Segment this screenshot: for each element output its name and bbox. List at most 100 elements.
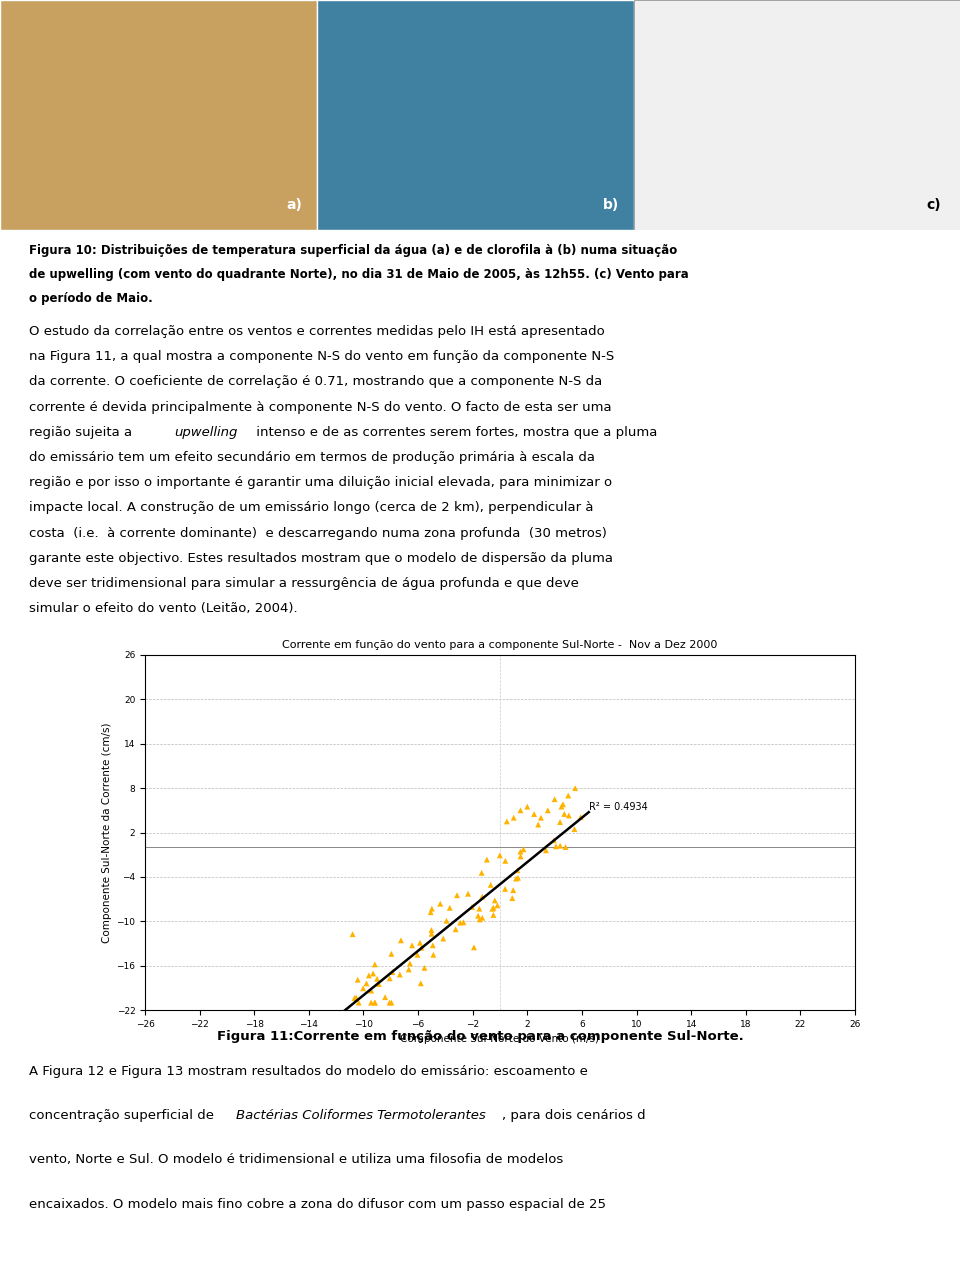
- Point: [497, 850, 513, 871]
- Point: [372, 974, 387, 994]
- Point: [511, 868, 526, 889]
- Point: [452, 912, 468, 932]
- Point: [513, 800, 528, 820]
- Point: [509, 868, 524, 889]
- Point: [413, 932, 428, 953]
- Point: [385, 962, 400, 983]
- X-axis label: Componente Sul-Norte do Vento (m/s): Componente Sul-Norte do Vento (m/s): [400, 1034, 599, 1044]
- Point: [433, 894, 448, 914]
- Point: [442, 898, 457, 918]
- Point: [561, 786, 576, 806]
- Point: [513, 846, 528, 867]
- Point: [448, 919, 464, 940]
- Point: [345, 923, 360, 944]
- Text: Bactérias Coliformes Termotolerantes: Bactérias Coliformes Termotolerantes: [236, 1110, 486, 1123]
- Text: intenso e de as correntes serem fortes, mostra que a pluma: intenso e de as correntes serem fortes, …: [252, 426, 657, 439]
- Point: [506, 808, 521, 828]
- Point: [368, 993, 383, 1013]
- Point: [558, 837, 573, 858]
- Point: [355, 979, 371, 999]
- Text: Figura 11:Corrente em função do vento para a componente Sul-Norte.: Figura 11:Corrente em função do vento pa…: [217, 1030, 743, 1043]
- Point: [439, 910, 454, 931]
- Point: [410, 944, 425, 964]
- Point: [555, 793, 570, 814]
- Point: [485, 899, 500, 919]
- Point: [531, 814, 546, 835]
- Point: [519, 796, 535, 817]
- Point: [351, 993, 367, 1013]
- Point: [486, 904, 501, 925]
- Point: [470, 905, 486, 926]
- Text: vento, Norte e Sul. O modelo é tridimensional e utiliza uma filosofia de modelos: vento, Norte e Sul. O modelo é tridimens…: [29, 1154, 564, 1166]
- Text: A Figura 12 e Figura 13 mostram resultados do modelo do emissário: escoamento e: A Figura 12 e Figura 13 mostram resultad…: [29, 1065, 588, 1078]
- Point: [392, 964, 407, 985]
- Point: [506, 880, 521, 900]
- Text: do emissário tem um efeito secundário em termos de produção primária à escala da: do emissário tem um efeito secundário em…: [29, 451, 595, 464]
- Point: [347, 988, 362, 1008]
- Point: [423, 901, 439, 922]
- Point: [548, 836, 564, 856]
- Point: [366, 963, 381, 984]
- Text: na Figura 11, a qual mostra a componente N-S do vento em função da componente N-: na Figura 11, a qual mostra a componente…: [29, 350, 614, 363]
- Point: [424, 899, 440, 919]
- Point: [497, 878, 513, 899]
- Text: a): a): [286, 198, 302, 212]
- Point: [471, 899, 487, 919]
- Point: [490, 895, 505, 916]
- Point: [567, 778, 583, 799]
- Point: [382, 993, 397, 1013]
- Text: de upwelling (com vento do quadrante Norte), no dia 31 de Maio de 2005, às 12h55: de upwelling (com vento do quadrante Nor…: [29, 267, 688, 282]
- Bar: [317, 0, 634, 230]
- Point: [436, 928, 451, 949]
- Text: , para dois cenários d: , para dois cenários d: [502, 1110, 646, 1123]
- Point: [566, 819, 582, 840]
- Point: [417, 958, 432, 979]
- Point: [394, 930, 409, 950]
- Point: [573, 806, 588, 827]
- Point: [552, 811, 567, 832]
- Point: [367, 993, 382, 1013]
- Point: [474, 886, 490, 907]
- Point: [382, 968, 397, 989]
- Point: [348, 988, 364, 1008]
- Point: [557, 804, 572, 824]
- Point: [479, 849, 494, 869]
- Point: [467, 937, 482, 958]
- Point: [449, 885, 465, 905]
- Title: Corrente em função do vento para a componente Sul-Norte -  Nov a Dez 2000: Corrente em função do vento para a compo…: [282, 640, 718, 649]
- Point: [516, 838, 531, 859]
- Point: [505, 887, 520, 908]
- Point: [364, 980, 379, 1001]
- Point: [492, 845, 508, 865]
- Point: [364, 993, 379, 1013]
- Text: deve ser tridimensional para simular a ressurgência de água profunda e que deve: deve ser tridimensional para simular a r…: [29, 577, 579, 590]
- Text: c): c): [926, 198, 941, 212]
- Text: b): b): [603, 198, 619, 212]
- Point: [367, 954, 382, 975]
- Point: [401, 959, 417, 980]
- Point: [546, 829, 562, 850]
- Point: [562, 805, 577, 826]
- Text: encaixados. O modelo mais fino cobre a zona do difusor com um passo espacial de : encaixados. O modelo mais fino cobre a z…: [29, 1197, 606, 1210]
- Point: [526, 804, 541, 824]
- Point: [423, 919, 439, 940]
- Point: [472, 909, 488, 930]
- Point: [402, 953, 418, 974]
- Point: [534, 808, 549, 828]
- Point: [499, 811, 515, 832]
- Point: [413, 974, 428, 994]
- Point: [465, 896, 480, 917]
- Point: [377, 986, 393, 1007]
- Point: [425, 935, 441, 955]
- Point: [513, 841, 528, 862]
- Point: [474, 863, 490, 883]
- Point: [552, 836, 567, 856]
- Point: [384, 993, 399, 1013]
- Text: impacte local. A construção de um emissário longo (cerca de 2 km), perpendicular: impacte local. A construção de um emissá…: [29, 502, 593, 514]
- Text: simular o efeito do vento (Leitão, 2004).: simular o efeito do vento (Leitão, 2004)…: [29, 602, 298, 615]
- Point: [554, 796, 569, 817]
- Y-axis label: Componente Sul-Norte da Corrente (cm/s): Componente Sul-Norte da Corrente (cm/s): [102, 723, 112, 943]
- Point: [487, 890, 502, 910]
- Text: upwelling: upwelling: [175, 426, 238, 439]
- Bar: [0, 0, 317, 230]
